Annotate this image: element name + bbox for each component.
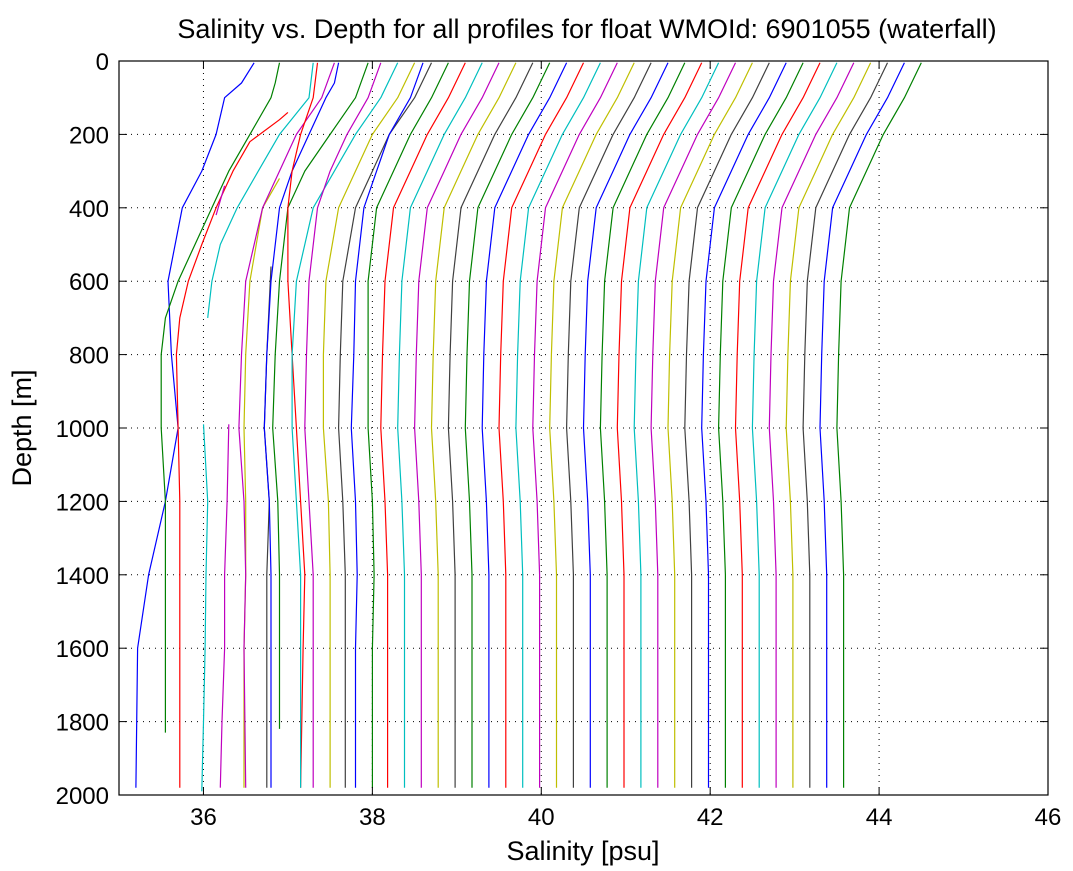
profile-line-16: [322, 62, 416, 788]
series-layer: [135, 62, 922, 792]
profile-line-15: [304, 62, 382, 788]
y-axis-label: Depth [m]: [7, 369, 37, 486]
profile-line-3: [175, 111, 289, 788]
profile-line-13: [287, 62, 319, 788]
profile-line-2: [160, 62, 281, 733]
profile-line-37: [667, 62, 753, 788]
profile-line-30: [549, 62, 635, 788]
profile-line-23: [430, 62, 517, 788]
profile-line-21: [397, 62, 483, 788]
x-tick-label: 38: [359, 804, 386, 831]
x-axis-ticks: 36 38 40 42 44 46: [190, 61, 1061, 831]
profile-line-18: [350, 62, 424, 788]
y-tick-label: 800: [69, 343, 109, 370]
profile-line-14: [291, 62, 399, 788]
profile-line-34: [616, 62, 703, 788]
profile-line-10: [238, 62, 335, 788]
profile-line-24: [447, 62, 534, 788]
profile-line-46: [819, 62, 905, 788]
profile-line-1: [135, 62, 255, 788]
profile-line-36: [650, 62, 737, 788]
x-tick-label: 44: [866, 804, 893, 831]
y-tick-label: 400: [69, 196, 109, 223]
profile-line-38: [684, 62, 770, 788]
x-tick-label: 42: [697, 804, 724, 831]
profile-line-29: [532, 62, 618, 788]
y-tick-label: 200: [69, 122, 109, 149]
profile-line-35: [633, 62, 720, 788]
x-tick-label: 36: [190, 804, 217, 831]
profile-line-44: [785, 62, 872, 788]
profile-line-33: [599, 62, 686, 788]
profile-line-4: [201, 424, 209, 792]
profile-line-27: [498, 62, 585, 788]
profile-line-26: [481, 62, 568, 788]
profile-line-31: [565, 62, 652, 788]
x-tick-label: 46: [1035, 804, 1062, 831]
profile-line-28: [515, 62, 601, 788]
x-tick-label: 40: [528, 804, 555, 831]
profile-line-12: [272, 62, 369, 729]
profile-line-11: [263, 62, 340, 788]
profile-line-40: [717, 62, 804, 788]
profile-line-41: [734, 62, 821, 788]
profile-line-43: [768, 62, 855, 788]
profile-line-19: [367, 62, 449, 788]
profile-line-6: [215, 185, 226, 216]
profile-line-32: [582, 62, 669, 788]
x-axis-label: Salinity [psu]: [506, 836, 659, 866]
y-tick-label: 1200: [56, 489, 109, 516]
y-tick-label: 1800: [56, 710, 109, 737]
y-tick-label: 1400: [56, 563, 109, 590]
profile-line-20: [380, 62, 466, 788]
profile-line-45: [802, 62, 889, 788]
profile-line-17: [338, 62, 433, 788]
chart-title: Salinity vs. Depth for all profiles for …: [177, 14, 996, 44]
profile-line-7: [219, 424, 230, 788]
y-tick-label: 2000: [56, 783, 109, 810]
y-tick-label: 1000: [56, 416, 109, 443]
y-tick-label: 600: [69, 269, 109, 296]
y-tick-label: 0: [96, 49, 109, 76]
profile-line-22: [414, 62, 500, 788]
profile-line-42: [751, 62, 838, 788]
profile-line-25: [464, 62, 551, 788]
profile-line-5: [207, 62, 314, 318]
y-tick-label: 1600: [56, 636, 109, 663]
profile-line-39: [701, 62, 787, 788]
y-axis-ticks: 0 200 400 600 800 1000 1200 1400 1600 1800 2000: [56, 49, 1048, 810]
profile-line-47: [836, 62, 922, 788]
